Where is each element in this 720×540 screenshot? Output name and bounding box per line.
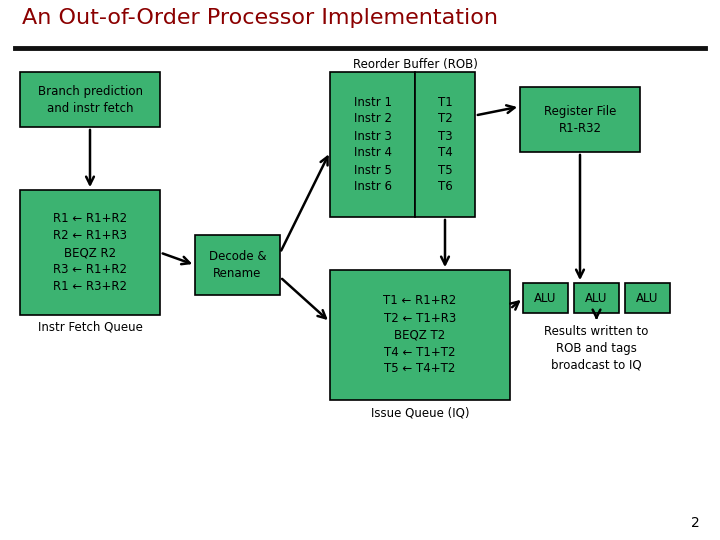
Text: ALU: ALU <box>534 292 557 305</box>
FancyBboxPatch shape <box>330 270 510 400</box>
Text: ALU: ALU <box>585 292 608 305</box>
Text: Reorder Buffer (ROB): Reorder Buffer (ROB) <box>353 58 477 71</box>
FancyBboxPatch shape <box>574 283 619 313</box>
Text: ALU: ALU <box>636 292 659 305</box>
Text: An Out-of-Order Processor Implementation: An Out-of-Order Processor Implementation <box>22 8 498 28</box>
FancyBboxPatch shape <box>415 72 475 217</box>
Text: Register File
R1-R32: Register File R1-R32 <box>544 105 616 134</box>
FancyBboxPatch shape <box>20 190 160 315</box>
FancyBboxPatch shape <box>195 235 280 295</box>
FancyBboxPatch shape <box>625 283 670 313</box>
FancyBboxPatch shape <box>330 72 415 217</box>
Text: T1
T2
T3
T4
T5
T6: T1 T2 T3 T4 T5 T6 <box>438 96 452 193</box>
Text: Results written to
ROB and tags
broadcast to IQ: Results written to ROB and tags broadcas… <box>544 325 649 372</box>
FancyBboxPatch shape <box>523 283 568 313</box>
Text: Instr 1
Instr 2
Instr 3
Instr 4
Instr 5
Instr 6: Instr 1 Instr 2 Instr 3 Instr 4 Instr 5 … <box>354 96 392 193</box>
Text: Issue Queue (IQ): Issue Queue (IQ) <box>371 406 469 419</box>
Text: R1 ← R1+R2
R2 ← R1+R3
BEQZ R2
R3 ← R1+R2
R1 ← R3+R2: R1 ← R1+R2 R2 ← R1+R3 BEQZ R2 R3 ← R1+R2… <box>53 212 127 293</box>
Text: Instr Fetch Queue: Instr Fetch Queue <box>37 321 143 334</box>
FancyBboxPatch shape <box>520 87 640 152</box>
FancyBboxPatch shape <box>20 72 160 127</box>
Text: T1 ← R1+R2
T2 ← T1+R3
BEQZ T2
T4 ← T1+T2
T5 ← T4+T2: T1 ← R1+R2 T2 ← T1+R3 BEQZ T2 T4 ← T1+T2… <box>383 294 456 375</box>
Text: Decode &
Rename: Decode & Rename <box>209 250 266 280</box>
Text: 2: 2 <box>691 516 700 530</box>
Text: Branch prediction
and instr fetch: Branch prediction and instr fetch <box>37 84 143 114</box>
